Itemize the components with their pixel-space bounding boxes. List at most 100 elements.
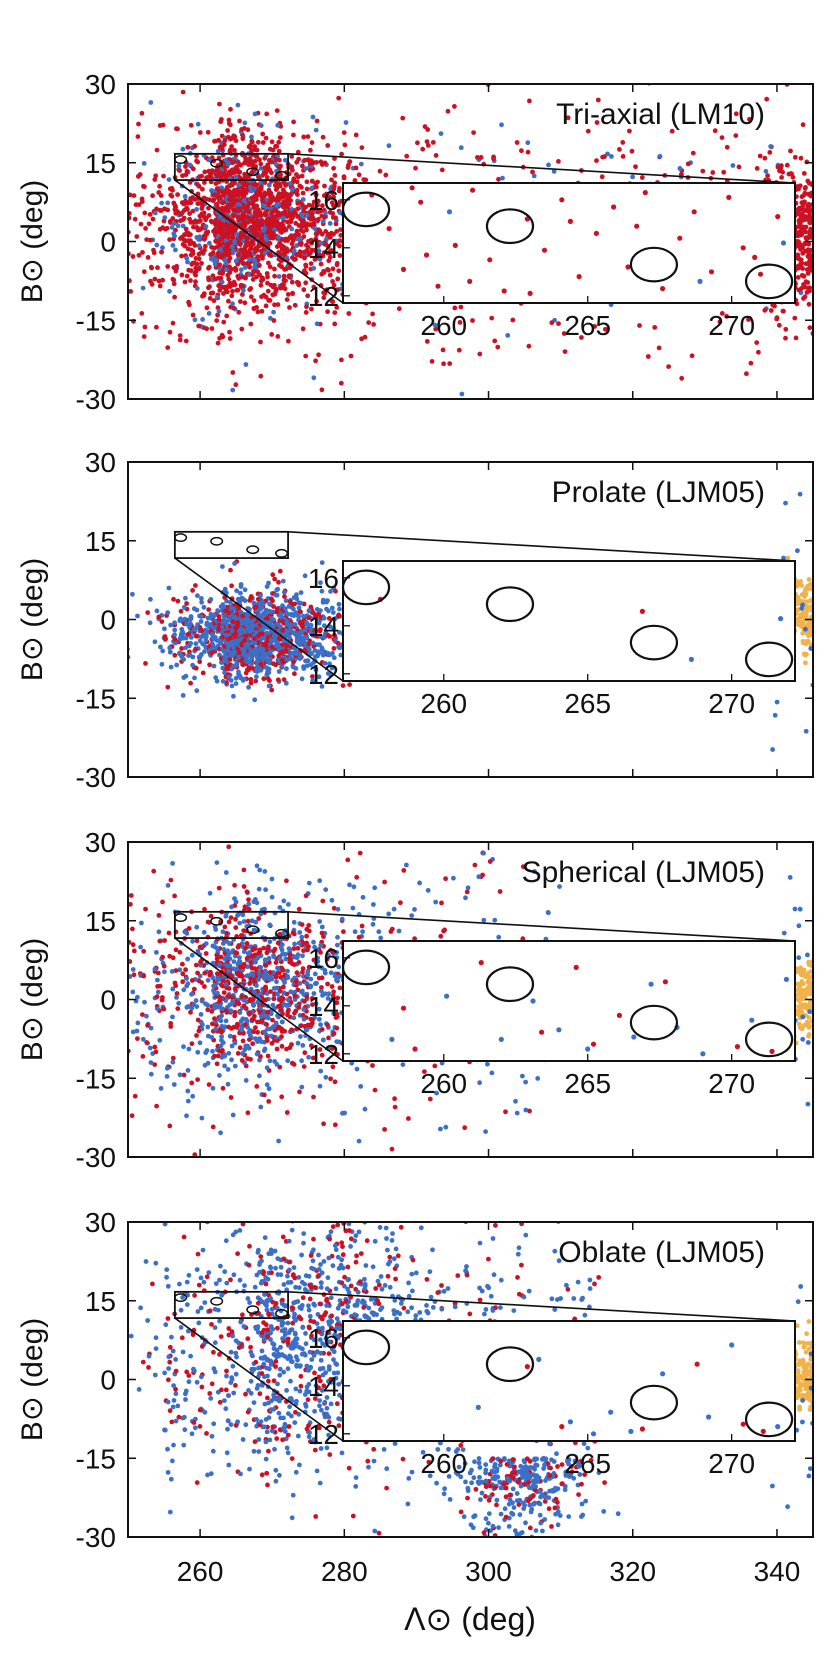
data-point: [250, 272, 255, 277]
data-point: [221, 164, 227, 170]
data-point: [186, 653, 191, 658]
data-point: [228, 227, 234, 233]
inset-point: [452, 242, 458, 248]
data-point: [253, 604, 259, 610]
data-point: [677, 166, 683, 171]
data-point: [167, 237, 173, 243]
data-point: [768, 144, 774, 149]
data-point: [279, 264, 285, 270]
data-point: [147, 212, 153, 217]
data-point: [231, 644, 236, 650]
data-point: [159, 661, 165, 667]
data-point: [760, 65, 765, 70]
data-point: [224, 243, 230, 249]
data-point: [274, 108, 280, 113]
data-point: [298, 600, 304, 606]
data-point: [117, 1041, 122, 1046]
data-point: [201, 604, 207, 610]
data-point: [172, 294, 178, 300]
data-point: [142, 184, 147, 190]
data-point: [200, 670, 206, 676]
data-point: [154, 608, 160, 614]
data-point: [190, 654, 196, 660]
data-point: [258, 667, 264, 673]
data-point: [249, 159, 255, 164]
data-point: [304, 179, 310, 185]
data-point: [754, 166, 760, 171]
data-point: [337, 186, 342, 191]
inset-point: [726, 194, 732, 200]
data-point: [272, 282, 277, 288]
data-point: [187, 302, 192, 308]
data-point: [255, 269, 261, 275]
data-point: [150, 216, 156, 222]
data-point: [166, 585, 172, 591]
data-point: [275, 302, 281, 307]
data-point: [318, 634, 323, 639]
data-point: [318, 240, 324, 246]
data-point: [215, 340, 221, 346]
inset-point: [778, 616, 784, 622]
data-point: [313, 667, 319, 673]
data-point: [295, 149, 301, 155]
data-point: [366, 320, 372, 325]
data-point: [807, 325, 813, 331]
data-point: [213, 239, 219, 245]
zoom-ellipse: [210, 536, 224, 546]
data-point: [179, 630, 185, 636]
data-point: [792, 154, 798, 160]
data-point: [286, 603, 292, 609]
data-point: [303, 166, 309, 172]
data-point: [315, 198, 321, 204]
inset-point: [470, 187, 476, 193]
data-point: [283, 956, 289, 962]
data-point: [332, 173, 338, 178]
data-point: [263, 168, 269, 173]
data-point: [175, 223, 181, 229]
data-point: [458, 145, 464, 151]
data-point: [195, 201, 201, 207]
data-point: [276, 201, 281, 207]
data-point: [301, 287, 307, 293]
data-point: [266, 260, 271, 266]
data-point: [317, 642, 322, 647]
data-point: [269, 596, 274, 602]
data-point: [182, 194, 188, 199]
data-point: [222, 138, 228, 144]
data-point: [316, 674, 322, 680]
data-point: [292, 302, 298, 308]
data-point: [236, 182, 241, 188]
data-point: [225, 189, 230, 195]
data-point: [219, 279, 225, 285]
data-point: [159, 200, 165, 206]
data-point: [327, 221, 333, 226]
data-point: [148, 264, 154, 270]
data-point: [199, 206, 205, 211]
data-point: [251, 298, 257, 303]
data-point: [231, 693, 236, 699]
data-point: [177, 636, 183, 642]
data-point: [309, 306, 314, 312]
data-point: [229, 167, 235, 173]
data-point: [243, 642, 249, 648]
data-point: [306, 642, 312, 647]
data-point: [264, 640, 269, 645]
data-point: [282, 606, 288, 612]
data-point: [300, 624, 306, 630]
data-point: [234, 198, 240, 203]
data-point: [284, 197, 290, 203]
data-point: [206, 311, 212, 316]
data-point: [806, 301, 812, 307]
data-point: [197, 659, 203, 665]
data-point: [198, 634, 204, 640]
data-point: [326, 616, 332, 621]
data-point: [237, 206, 243, 212]
data-point: [321, 615, 327, 621]
data-point: [330, 211, 336, 216]
data-point: [290, 650, 296, 656]
data-point: [117, 188, 122, 193]
data-point: [249, 134, 254, 140]
data-point: [272, 576, 278, 582]
data-point: [318, 580, 323, 586]
